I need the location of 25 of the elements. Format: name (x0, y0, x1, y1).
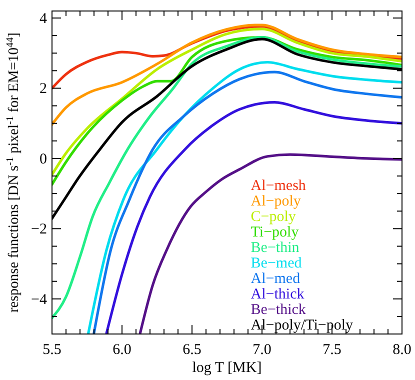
x-tick-label: 7.0 (252, 342, 272, 358)
y-tick-label: 4 (40, 11, 48, 28)
text: C−poly (250, 208, 296, 225)
line-series (52, 24, 402, 126)
x-tick-label: 6.0 (112, 342, 132, 358)
y-tick-label: 0 (40, 151, 47, 168)
text: Be−thin (250, 240, 300, 256)
text: Al−mesh (250, 178, 306, 194)
text: Al−thick (250, 286, 305, 302)
line-series (138, 153, 402, 334)
y-tick-label: −4 (31, 292, 48, 308)
x-tick-label: 5.5 (42, 342, 62, 358)
text: Be−thick (250, 302, 306, 318)
x-tick-label: 6.5 (182, 342, 202, 358)
text: Ti−poly (250, 224, 300, 240)
text: Al−poly/Ti−poly (250, 317, 354, 334)
text: Be−med (250, 255, 302, 272)
y-tick-label: 2 (40, 81, 47, 98)
x-axis-title: log T [MK] (192, 360, 262, 376)
x-tick-label: 8.0 (392, 342, 412, 358)
x-tick-label: 7.5 (322, 342, 342, 358)
text: Al−med (250, 270, 301, 287)
line-series (52, 36, 402, 320)
text: Al−poly (250, 193, 302, 210)
y-tick-label: −2 (31, 222, 47, 238)
